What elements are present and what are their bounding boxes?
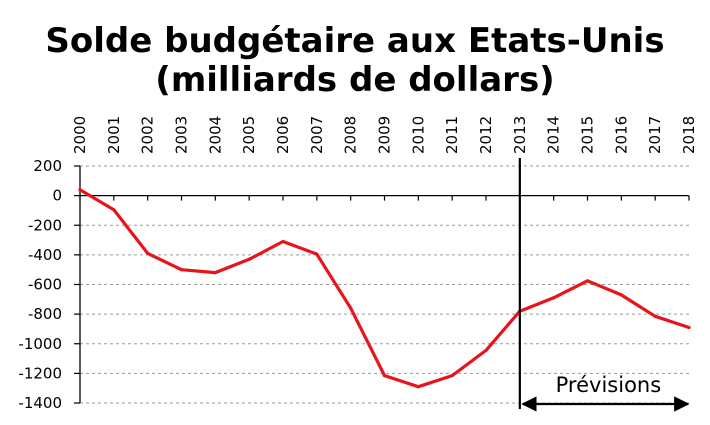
x-tick-label: 2003 <box>173 116 191 154</box>
data-point <box>687 325 691 330</box>
x-tick-label: 2001 <box>105 116 123 154</box>
y-tick-label: -600 <box>28 276 62 294</box>
data-point <box>585 279 590 283</box>
x-tick-label: 2018 <box>680 116 698 154</box>
data-point <box>619 293 623 297</box>
forecast-annotation: Prévisions <box>518 158 690 412</box>
x-tick-label: 2007 <box>308 116 326 154</box>
y-tick-label: 200 <box>33 157 62 175</box>
data-point <box>179 268 184 272</box>
x-tick-label: 2004 <box>206 116 224 154</box>
y-tick-labels: 200 0 -200 -400 -600 -800 -1000 -1200 -1400 <box>18 157 62 412</box>
x-tick-labels: 2000 2001 2002 2003 2004 2005 2006 2007 2008 2009… <box>71 116 698 154</box>
x-tick-label: 2006 <box>274 116 292 154</box>
data-point <box>146 251 150 255</box>
data-point <box>213 271 217 275</box>
series-layer <box>78 188 691 389</box>
y-tick-label: 0 <box>52 187 62 205</box>
x-tick-label: 2002 <box>139 116 157 154</box>
data-point <box>382 373 387 378</box>
x-tick-label: 2012 <box>477 116 495 154</box>
x-tick-label: 2008 <box>342 116 360 154</box>
data-point <box>653 314 657 318</box>
y-tick-label: -200 <box>28 216 62 234</box>
x-tick-label: 2011 <box>443 116 461 154</box>
x-tick-label: 2014 <box>545 116 563 154</box>
y-tick-label: -1200 <box>18 364 62 382</box>
y-tick-label: -400 <box>28 246 62 264</box>
data-point <box>281 239 285 244</box>
data-point <box>484 348 488 353</box>
x-tick-label: 2017 <box>646 116 664 154</box>
x-tick-label: 2013 <box>511 116 529 154</box>
data-point <box>247 257 251 261</box>
data-point <box>416 385 420 389</box>
data-point <box>349 306 353 310</box>
data-point <box>552 296 556 300</box>
x-tick-label: 2005 <box>240 116 258 154</box>
x-tick-label: 2015 <box>579 116 597 154</box>
x-tick-label: 2016 <box>612 116 630 154</box>
series-line <box>78 188 691 389</box>
chart-title-line-1: Solde budgétaire aux Etats-Unis <box>45 21 664 61</box>
data-point <box>315 252 319 256</box>
y-tick-label: -1000 <box>18 335 62 353</box>
x-tick-label: 2010 <box>409 116 427 154</box>
chart-title-line-2: (milliards de dollars) <box>155 60 554 100</box>
forecast-label: Prévisions <box>556 373 662 397</box>
y-tick-label: -800 <box>28 305 62 323</box>
axes <box>74 165 690 404</box>
y-tick-label: -1400 <box>18 394 62 412</box>
data-point <box>112 208 116 212</box>
data-point <box>450 373 454 378</box>
x-tick-label: 2000 <box>71 116 89 154</box>
x-tick-label: 2009 <box>376 116 394 154</box>
data-point <box>78 188 82 192</box>
